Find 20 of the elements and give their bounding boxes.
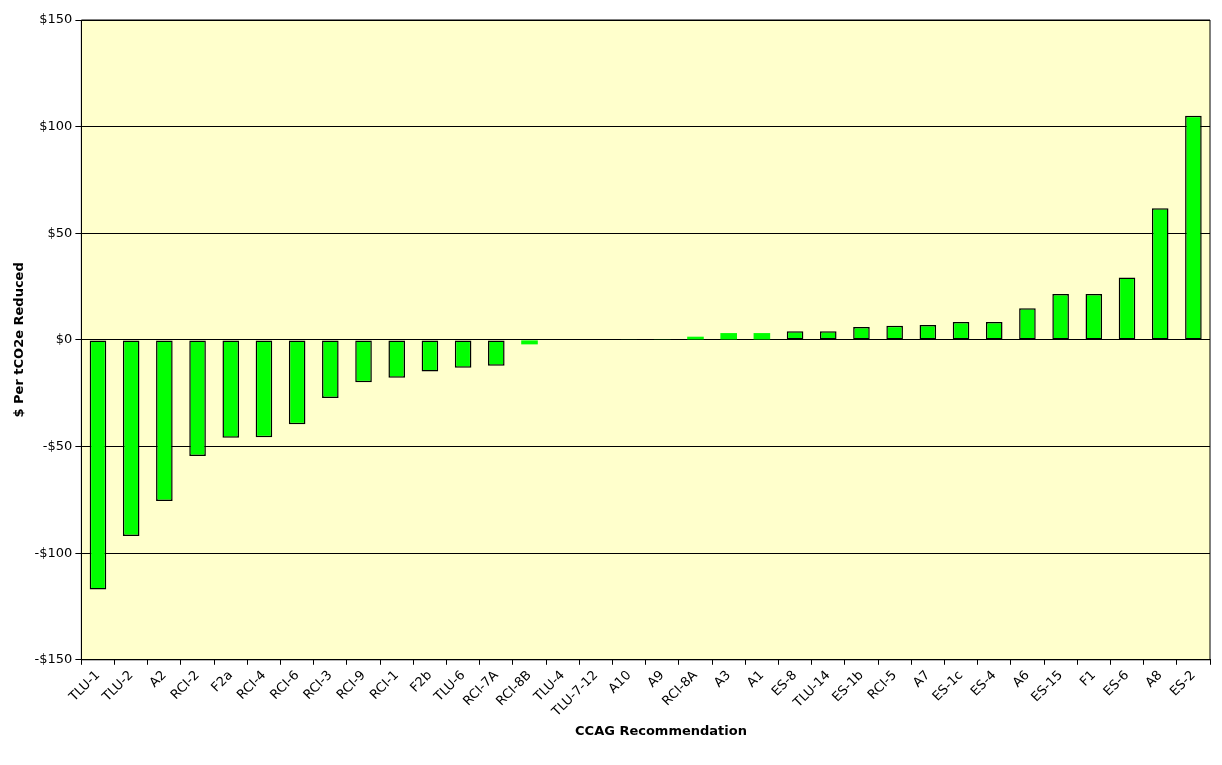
y-tick-label: $100 <box>39 118 73 134</box>
x-tick-label: F2a <box>207 667 236 695</box>
bar <box>720 333 737 340</box>
x-tick-label: A2 <box>146 667 169 690</box>
bar <box>521 340 538 345</box>
y-tick-label: -$100 <box>34 544 73 560</box>
y-tick-label: -$50 <box>42 437 73 453</box>
x-tick-label: F1 <box>1076 667 1099 689</box>
x-tick-label: A7 <box>909 667 933 690</box>
y-axis-title: $ Per tCO2e Reduced <box>11 262 27 418</box>
x-tick-label: A3 <box>710 667 734 690</box>
y-tick-label: $50 <box>47 224 73 240</box>
x-tick-label: A9 <box>644 667 667 690</box>
x-tick-label: A8 <box>1141 667 1165 690</box>
x-axis-title: CCAG Recommendation <box>574 723 748 738</box>
y-tick-label: $0 <box>55 331 73 347</box>
y-tick-label: -$150 <box>34 651 73 667</box>
y-tick-label: $150 <box>39 11 73 27</box>
x-tick-label: A1 <box>743 667 767 690</box>
x-tick-label: A6 <box>1009 667 1032 690</box>
